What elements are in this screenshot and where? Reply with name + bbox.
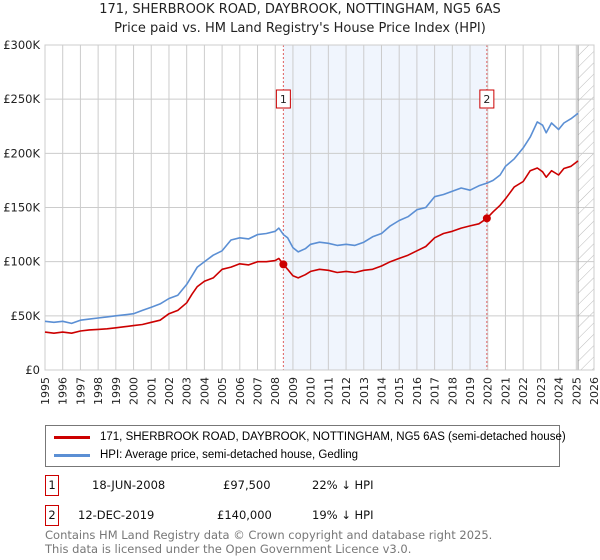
x-tick-label: 1998	[92, 377, 105, 405]
sale-label: 2	[483, 93, 490, 106]
legend-label-hpi: HPI: Average price, semi-detached house,…	[100, 449, 359, 461]
x-tick-label: 2011	[322, 377, 335, 405]
y-tick-label: £250K	[3, 92, 40, 106]
sale-point	[279, 260, 288, 269]
price-chart: 1 2 1995 1996 1997 1998 1999 2000 2001 2002 2003 20…	[3, 38, 600, 405]
legend-red-swatch	[54, 435, 90, 439]
x-tick-label: 2005	[216, 377, 229, 405]
chart-subtitle: Price paid vs. HM Land Registry's House …	[114, 21, 486, 36]
plot-frame	[44, 44, 595, 371]
y-tick-label: £200K	[3, 146, 40, 160]
sale-date: 18-JUN-2008	[92, 478, 166, 492]
x-tick-label: 2000	[128, 377, 141, 405]
footer-licence: This data is licensed under the Open Gov…	[45, 542, 412, 556]
sale-price: £140,000	[217, 508, 272, 522]
x-tick-label: 1996	[57, 377, 70, 405]
x-tick-label: 2006	[234, 377, 247, 405]
x-tick-label: 2023	[535, 377, 548, 405]
x-tick-label: 2008	[269, 377, 282, 405]
sale-point	[482, 214, 491, 223]
sale-hpi-diff: 19% ↓ HPI	[312, 508, 374, 522]
sale-badge: 2	[45, 505, 59, 526]
sale-label: 1	[280, 93, 287, 106]
x-tick-label: 2013	[358, 377, 371, 405]
x-tick-label: 2017	[429, 377, 442, 405]
x-tick-label: 2014	[375, 377, 388, 405]
x-tick-label: 2010	[305, 377, 318, 405]
legend-label-property: 171, SHERBROOK ROAD, DAYBROOK, NOTTINGHA…	[100, 431, 566, 443]
hpi-line	[44, 112, 579, 325]
x-tick-label: 2002	[163, 377, 176, 405]
x-tick-label: 2012	[340, 377, 353, 405]
x-tick-label: 2015	[393, 377, 406, 405]
sale-hpi-diff: 22% ↓ HPI	[312, 478, 374, 492]
x-tick-label: 1995	[39, 377, 52, 405]
x-tick-label: 1999	[110, 377, 123, 405]
x-tick-label: 2022	[517, 377, 530, 405]
x-tick-label: 2020	[482, 377, 495, 405]
x-tick-label: 2021	[499, 377, 512, 405]
footer-copyright: Contains HM Land Registry data © Crown c…	[45, 528, 493, 542]
x-tick-label: 2019	[464, 377, 477, 405]
price-paid-line	[44, 160, 579, 334]
x-tick-label: 2009	[287, 377, 300, 405]
sale-date: 12-DEC-2019	[78, 508, 155, 522]
y-tick-label: £100K	[3, 255, 40, 269]
x-tick-label: 2003	[181, 377, 194, 405]
x-tick-label: 2016	[411, 377, 424, 405]
x-tick-label: 2001	[145, 377, 158, 405]
x-tick-label: 1997	[74, 377, 87, 405]
sale-label-box	[275, 89, 291, 109]
y-tick-label: £50K	[11, 309, 41, 323]
sale-label-box	[479, 89, 495, 109]
x-tick-label: 2007	[252, 377, 265, 405]
sale-badge: 1	[45, 475, 59, 496]
y-tick-label: £150K	[3, 201, 40, 215]
x-tick-label: 2025	[570, 377, 583, 405]
y-tick-label: £300K	[3, 38, 40, 52]
sale-price: £97,500	[223, 478, 271, 492]
legend-blue-swatch	[54, 453, 90, 457]
legend: 171, SHERBROOK ROAD, DAYBROOK, NOTTINGHA…	[45, 425, 566, 467]
x-tick-label: 2004	[198, 377, 211, 405]
x-tick-label: 2024	[553, 377, 566, 405]
x-tick-label: 2018	[446, 377, 459, 405]
y-tick-label: £0	[25, 363, 40, 377]
chart-title: 171, SHERBROOK ROAD, DAYBROOK, NOTTINGHA…	[99, 2, 501, 17]
x-tick-label: 2026	[588, 377, 600, 405]
